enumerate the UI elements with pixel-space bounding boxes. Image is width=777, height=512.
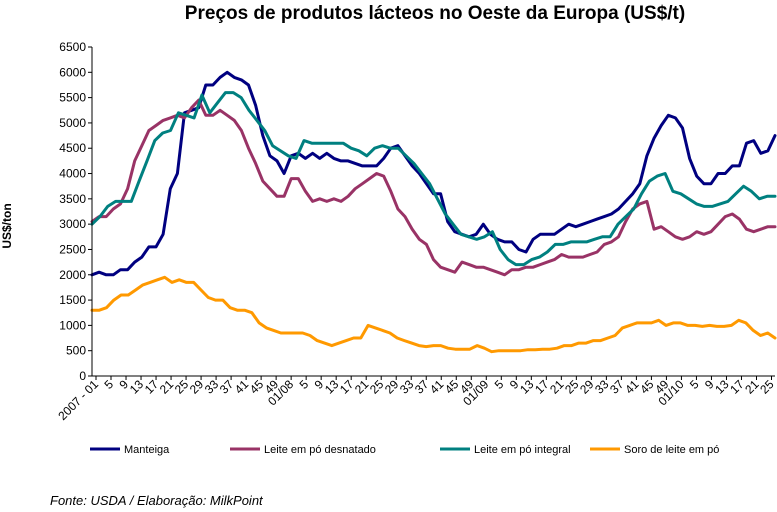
series-line-1 (90, 98, 777, 277)
y-axis-label: US$/ton (0, 203, 14, 248)
plot-area (90, 70, 777, 354)
source-note: Fonte: USDA / Elaboração: MilkPoint (50, 493, 264, 508)
legend-label: Leite em pó integral (474, 444, 571, 456)
legend: Manteiga Leite em pó desnatado Leite em pó… (90, 444, 719, 456)
y-tick-label: 4000 (59, 167, 86, 181)
legend-label: Soro de leite em pó (624, 444, 719, 456)
x-tick-label: 5 (492, 377, 507, 392)
x-tick-label: 5 (102, 377, 117, 392)
chart-title: Preços de produtos lácteos no Oeste da E… (185, 3, 685, 24)
legend-label: Leite em pó desnatado (264, 444, 376, 456)
x-tick-label: 25 (757, 377, 777, 397)
y-tick-label: 3000 (59, 217, 86, 231)
x-tick-label: 2007 - 01 (55, 377, 101, 423)
y-tick-label: 1500 (59, 293, 86, 307)
x-tick-label: 5 (687, 377, 702, 392)
y-tick-label: 2000 (59, 268, 86, 282)
y-tick-label: 6000 (59, 65, 86, 79)
y-tick-label: 5000 (59, 116, 86, 130)
y-tick-label: 4500 (59, 141, 86, 155)
y-tick-label: 0 (79, 369, 86, 383)
y-tick-label: 2500 (59, 242, 86, 256)
series-line-3 (90, 275, 777, 354)
y-tick-label: 5500 (59, 91, 86, 105)
x-tick-label: 5 (297, 377, 312, 392)
y-axis: 0 500 1000 1500 2000 2500 3000 3500 4000 4500 5000… (59, 40, 92, 383)
y-tick-label: 1000 (59, 318, 86, 332)
y-tick-label: 6500 (59, 40, 86, 54)
series-line-2 (90, 91, 777, 267)
y-tick-label: 3500 (59, 192, 86, 206)
y-tick-label: 500 (66, 344, 86, 358)
legend-label: Manteiga (124, 444, 170, 456)
